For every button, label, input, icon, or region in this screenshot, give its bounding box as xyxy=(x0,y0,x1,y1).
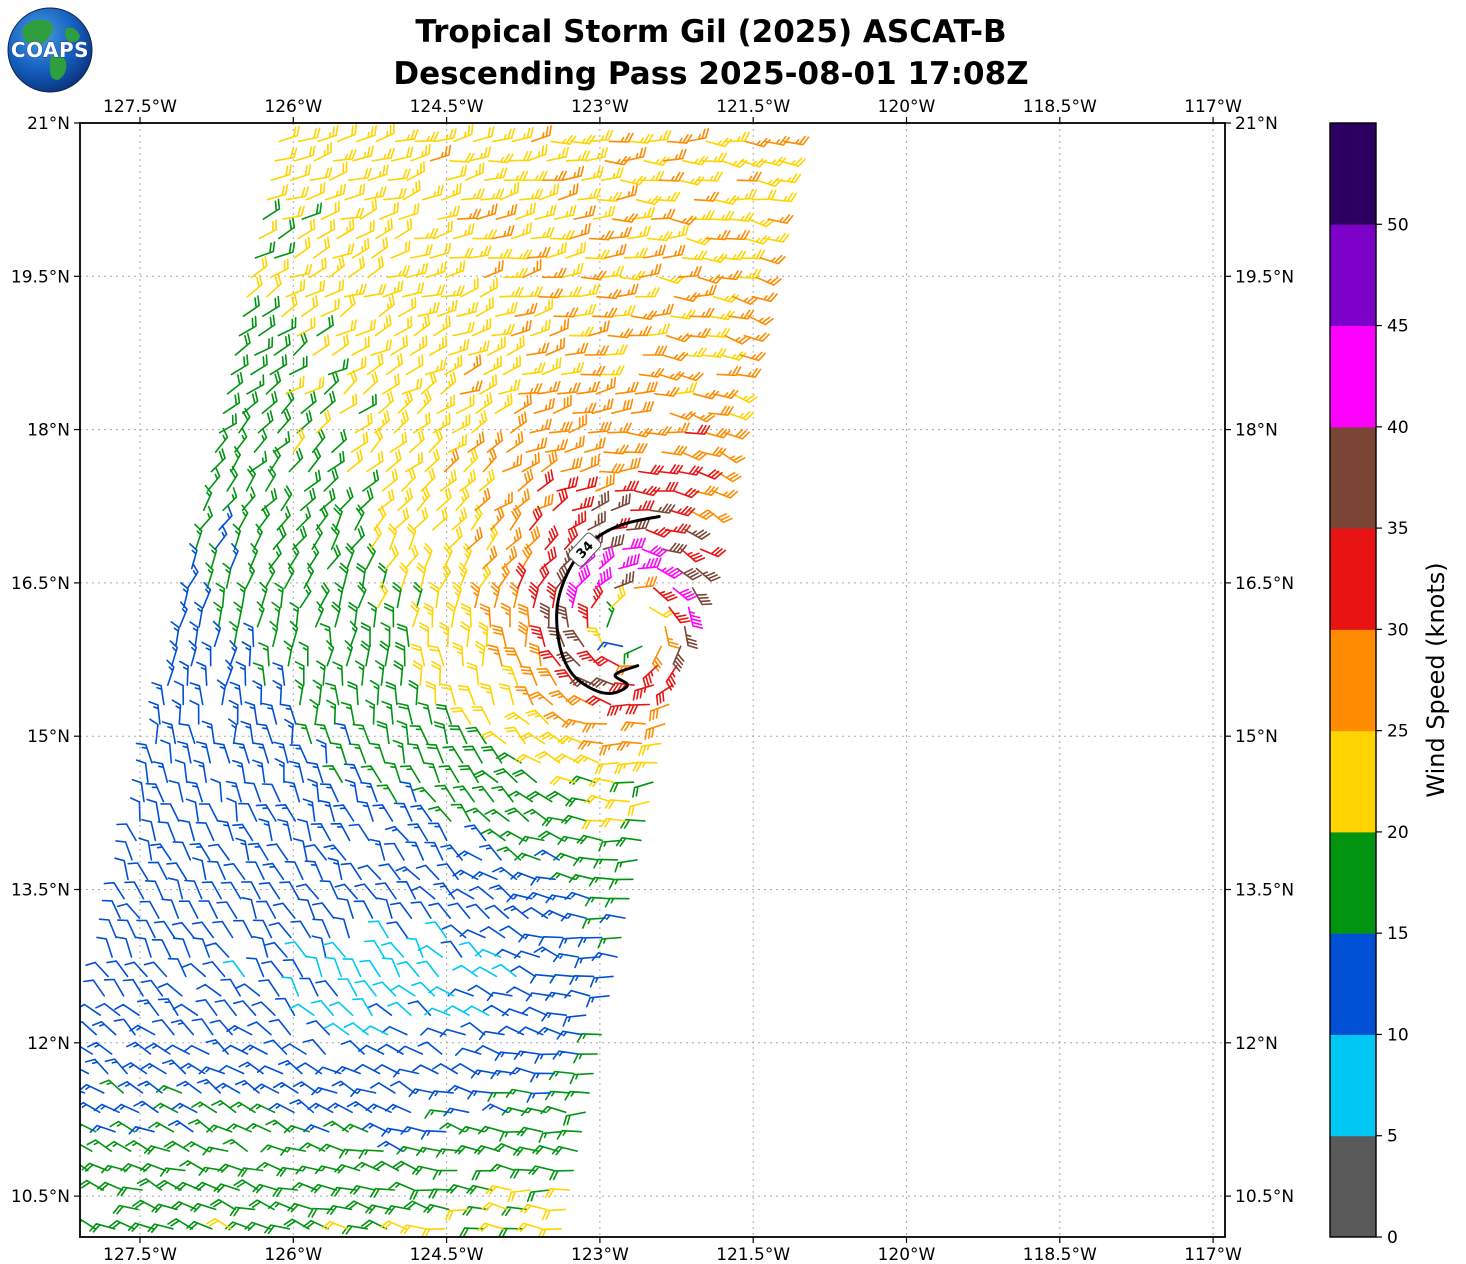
y-tick-label-left: 21°N xyxy=(27,114,70,134)
chart-title: Tropical Storm Gil (2025) ASCAT-B xyxy=(415,14,1006,50)
x-tick-label-bottom: 123°W xyxy=(571,1245,629,1264)
colorbar-segment xyxy=(1330,224,1376,327)
x-tick-label-bottom: 118.5°W xyxy=(1023,1245,1097,1264)
grid-lines xyxy=(80,122,1225,1237)
x-tick-label-top: 118.5°W xyxy=(1023,97,1097,117)
colorbar-segment xyxy=(1330,629,1376,732)
colorbar-tick-label: 25 xyxy=(1387,722,1409,742)
x-tick-label-top: 123°W xyxy=(571,97,629,117)
y-tick-label-left: 18°N xyxy=(27,421,70,441)
x-tick-label-bottom: 121.5°W xyxy=(716,1245,790,1264)
contour-34kt xyxy=(555,515,661,695)
x-tick-label-top: 126°W xyxy=(264,97,322,117)
contour-label-box xyxy=(567,532,602,567)
y-tick-label-left: 13.5°N xyxy=(11,881,70,901)
colorbar-tick-label: 20 xyxy=(1387,823,1409,843)
x-tick-label-bottom: 124.5°W xyxy=(410,1245,484,1264)
colorbar-segment xyxy=(1330,426,1376,529)
colorbar-segment xyxy=(1330,730,1376,833)
y-tick-label-left: 10.5°N xyxy=(11,1187,70,1207)
logo-continent-shape xyxy=(22,19,53,46)
logo-continent-shape xyxy=(65,27,80,43)
y-tick-label-right: 18°N xyxy=(1235,421,1278,441)
plot-frame xyxy=(79,122,1226,1238)
colorbar-tick-label: 45 xyxy=(1387,317,1409,337)
y-tick-label-left: 16.5°N xyxy=(11,574,70,594)
colorbar-tick-label: 35 xyxy=(1387,519,1409,539)
colorbar-segment xyxy=(1330,325,1376,428)
logo-continent-shape xyxy=(49,54,67,80)
y-tick-label-right: 21°N xyxy=(1235,114,1278,134)
coaps-logo: COAPS xyxy=(7,7,93,93)
colorbar-segment xyxy=(1330,831,1376,934)
x-tick-label-bottom: 117°W xyxy=(1184,1245,1242,1264)
colorbar-label: Wind Speed (knots) xyxy=(1422,562,1450,797)
y-tick-label-left: 19.5°N xyxy=(11,267,70,287)
colorbar: 0 5 10 15 20 25 30 35 40 45 50 xyxy=(1329,122,1409,1248)
y-tick-label-right: 15°N xyxy=(1235,727,1278,747)
colorbar-segment xyxy=(1330,1135,1376,1238)
colorbar-tick-label: 0 xyxy=(1387,1228,1398,1248)
wind-barbs xyxy=(80,123,810,1237)
y-tick-label-left: 15°N xyxy=(27,727,70,747)
y-tick-label-right: 19.5°N xyxy=(1235,267,1294,287)
colorbar-tick-label: 15 xyxy=(1387,924,1409,944)
contour-34-label: 34 xyxy=(567,532,602,567)
x-tick-label-top: 120°W xyxy=(878,97,936,117)
x-tick-label-bottom: 120°W xyxy=(878,1245,936,1264)
x-tick-label-top: 124.5°W xyxy=(410,97,484,117)
colorbar-segment xyxy=(1330,123,1376,225)
colorbar-segment xyxy=(1330,528,1376,630)
y-tick-label-right: 16.5°N xyxy=(1235,574,1294,594)
logo-text: COAPS xyxy=(11,38,89,62)
x-tick-label-bottom: 126°W xyxy=(264,1245,322,1264)
colorbar-tick-label: 30 xyxy=(1387,620,1409,640)
x-tick-label-bottom: 127.5°W xyxy=(103,1245,177,1264)
colorbar-tick-label: 5 xyxy=(1387,1127,1398,1147)
x-tick-label-top: 121.5°W xyxy=(716,97,790,117)
axis-ticks xyxy=(74,117,1231,1243)
chart-subtitle: Descending Pass 2025-08-01 17:08Z xyxy=(393,56,1028,92)
y-tick-label-right: 12°N xyxy=(1235,1034,1278,1054)
colorbar-segment xyxy=(1330,933,1376,1035)
y-tick-label-right: 13.5°N xyxy=(1235,881,1294,901)
colorbar-segment xyxy=(1330,1034,1376,1137)
colorbar-tick-label: 10 xyxy=(1387,1025,1409,1045)
y-tick-label-right: 10.5°N xyxy=(1235,1187,1294,1207)
colorbar-tick-label: 50 xyxy=(1387,215,1409,235)
x-tick-label-top: 127.5°W xyxy=(103,97,177,117)
axis-tick-labels: 127.5°W 127.5°W 126°W 126°W 124.5°W 124.5°W 12… xyxy=(11,97,1294,1264)
colorbar-tick-label: 40 xyxy=(1387,418,1409,438)
y-tick-label-left: 12°N xyxy=(27,1034,70,1054)
x-tick-label-top: 117°W xyxy=(1184,97,1242,117)
